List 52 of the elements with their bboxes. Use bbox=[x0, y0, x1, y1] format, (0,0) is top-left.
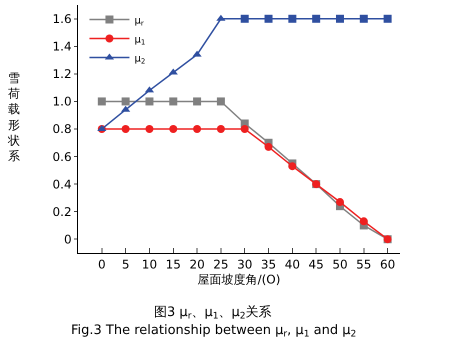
y-tick-label: 1.0 bbox=[52, 94, 72, 109]
point bbox=[312, 14, 320, 23]
y-tick-label: 0 bbox=[64, 232, 72, 246]
y-tick-label: 0.4 bbox=[52, 177, 72, 192]
y-tick-label: 1.6 bbox=[52, 12, 72, 26]
x-tick-label: 10 bbox=[142, 257, 158, 272]
point bbox=[264, 14, 273, 23]
x-tick-label: 25 bbox=[213, 257, 229, 272]
point bbox=[122, 125, 130, 133]
point bbox=[240, 125, 249, 133]
point bbox=[193, 125, 202, 133]
x-tick-label: 30 bbox=[237, 257, 252, 272]
point bbox=[216, 97, 225, 106]
point bbox=[288, 14, 296, 23]
point bbox=[288, 162, 296, 170]
x-axis-title: 屋面坡度角/(O) bbox=[198, 272, 280, 286]
y-tick-label: 1.2 bbox=[52, 67, 72, 82]
x-tick-label: 40 bbox=[284, 257, 300, 272]
x-tick-label: 15 bbox=[166, 257, 181, 272]
x-tick-label: 0 bbox=[98, 257, 106, 272]
point bbox=[145, 125, 154, 133]
point bbox=[360, 14, 368, 23]
point bbox=[169, 97, 178, 106]
point bbox=[360, 217, 368, 226]
legend-label: μ$_{2}$ bbox=[134, 53, 146, 66]
point bbox=[384, 14, 392, 23]
x-tick-label: 55 bbox=[356, 257, 372, 272]
x-tick-label: 35 bbox=[260, 257, 276, 272]
x-tick-label: 60 bbox=[380, 257, 396, 272]
y-axis-title: 雪荷载形状系 bbox=[7, 71, 20, 163]
point bbox=[122, 97, 130, 106]
x-tick-label: 45 bbox=[308, 257, 324, 272]
point bbox=[216, 125, 225, 133]
caption: Fig.3 The relationship between μ$_{r}$, μ$_{1}$ and μ$_{2}$ bbox=[71, 323, 356, 340]
legend-label: μ$_{1}$ bbox=[134, 34, 146, 46]
point bbox=[98, 97, 106, 106]
point bbox=[193, 97, 202, 106]
y-tick-label: 0.6 bbox=[52, 150, 72, 164]
point bbox=[336, 14, 344, 23]
caption: 图3 μ$_{r}$、μ$_{1}$、μ$_{2}$关系 bbox=[154, 305, 272, 322]
point bbox=[145, 97, 154, 106]
y-tick-label: 0.8 bbox=[52, 122, 72, 136]
y-tick-label: 1.4 bbox=[52, 40, 72, 54]
point bbox=[240, 14, 249, 23]
x-tick-label: 50 bbox=[332, 257, 348, 272]
point bbox=[264, 142, 273, 151]
x-tick-label: 5 bbox=[122, 257, 130, 272]
y-tick-label: 0.2 bbox=[52, 204, 72, 219]
legend-label: μ$_{r}$ bbox=[134, 15, 144, 28]
point bbox=[169, 125, 178, 133]
point bbox=[336, 198, 344, 206]
x-tick-label: 20 bbox=[189, 257, 205, 272]
